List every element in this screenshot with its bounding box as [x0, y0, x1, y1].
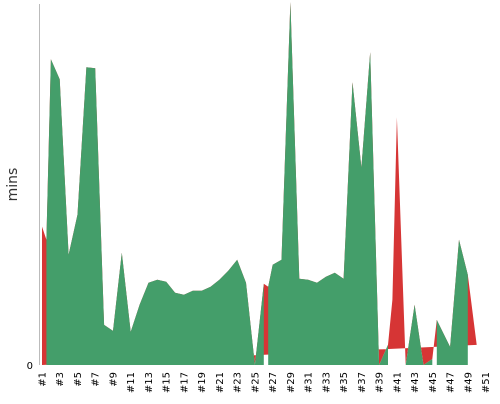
- x-tick-label: #47: [446, 372, 457, 393]
- y-axis-title: mins: [5, 168, 21, 202]
- x-tick-label: #13: [144, 372, 155, 393]
- x-tick-label: #37: [357, 372, 368, 393]
- x-tick-label: #41: [392, 372, 403, 393]
- x-tick-label: #5: [73, 372, 84, 387]
- x-tick-label: #51: [481, 372, 492, 393]
- x-tick-label: #39: [375, 372, 386, 393]
- x-tick-label: #7: [91, 372, 102, 387]
- area-green-2: [268, 2, 388, 365]
- tick-layer: 0 #1 #3 #5 #7 #9 #11 #13 #15 #17 #19 #21 #23 #25 #27 #2…: [27, 361, 492, 393]
- x-tick-label: #49: [463, 372, 474, 393]
- x-tick-label: #31: [304, 372, 315, 393]
- x-tick-label: #33: [321, 372, 332, 393]
- area-green-3: [405, 304, 433, 365]
- x-tick-label: #21: [215, 372, 226, 393]
- x-tick-label: #43: [410, 372, 421, 393]
- x-tick-label: #9: [109, 372, 120, 387]
- x-tick-label: #25: [250, 372, 261, 393]
- x-tick-label: #1: [38, 372, 49, 387]
- y-tick-label: 0: [27, 361, 33, 372]
- x-tick-label: #27: [268, 372, 279, 393]
- x-tick-label: #45: [428, 372, 439, 393]
- area-layer: [42, 2, 477, 365]
- x-tick-label: #29: [286, 372, 297, 393]
- x-tick-label: #19: [197, 372, 208, 393]
- x-tick-label: #23: [233, 372, 244, 393]
- x-tick-label: #15: [162, 372, 173, 393]
- area-red: [42, 2, 477, 365]
- x-tick-label: #35: [339, 372, 350, 393]
- x-tick-label: #11: [126, 372, 137, 393]
- area-green-4: [436, 239, 468, 365]
- x-tick-label: #17: [179, 372, 190, 393]
- x-tick-label: #3: [55, 372, 66, 387]
- area-green-1: [46, 59, 264, 365]
